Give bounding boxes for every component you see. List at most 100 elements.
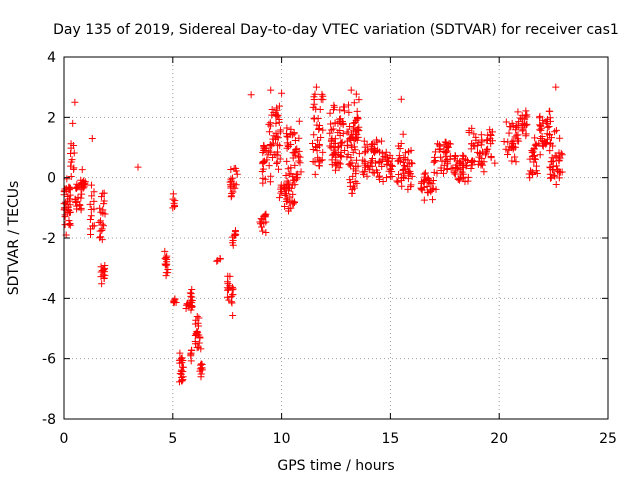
y-tick-label: -6 <box>42 352 56 368</box>
data-point <box>426 179 434 187</box>
data-point <box>260 213 268 221</box>
data-point <box>375 173 383 181</box>
data-point <box>427 188 435 196</box>
data-point <box>361 161 369 169</box>
data-point <box>421 173 429 181</box>
data-point <box>442 152 450 160</box>
data-point <box>331 146 339 154</box>
data-point <box>310 93 318 101</box>
data-point <box>259 227 267 235</box>
data-point <box>375 157 383 165</box>
data-point <box>225 296 233 304</box>
data-point <box>309 140 317 148</box>
data-point <box>290 130 298 138</box>
data-point <box>310 100 318 108</box>
data-point <box>227 175 235 183</box>
data-point <box>399 158 407 166</box>
data-point <box>61 213 69 221</box>
data-point <box>337 139 345 147</box>
data-point <box>460 160 468 168</box>
data-point <box>266 178 274 186</box>
data-point <box>346 176 354 184</box>
data-point <box>176 349 184 357</box>
data-point <box>429 196 437 204</box>
data-point <box>343 128 351 136</box>
data-point <box>477 161 485 169</box>
data-point <box>281 202 289 210</box>
data-point <box>327 126 335 134</box>
data-point <box>441 157 449 165</box>
data-point <box>546 130 554 138</box>
y-tick-label: -4 <box>42 291 56 307</box>
data-point <box>525 170 533 178</box>
data-point <box>500 138 508 145</box>
data-point <box>67 140 75 148</box>
data-point <box>312 83 320 91</box>
data-point <box>359 168 367 176</box>
data-point <box>355 150 363 158</box>
data-point <box>487 132 495 140</box>
data-point <box>522 132 530 140</box>
data-point <box>383 160 391 168</box>
data-point <box>268 153 276 161</box>
data-point <box>360 137 368 145</box>
data-point <box>101 264 109 272</box>
data-point <box>65 183 73 191</box>
data-point <box>275 194 283 202</box>
x-axis-label: GPS time / hours <box>277 458 394 474</box>
data-point <box>555 168 563 176</box>
y-tick-label: 4 <box>47 50 56 66</box>
data-point <box>276 142 284 150</box>
data-point <box>399 130 407 138</box>
data-point <box>382 174 390 182</box>
data-point <box>487 154 495 162</box>
data-point <box>354 126 362 134</box>
data-point <box>260 219 268 227</box>
data-point <box>284 181 292 189</box>
data-point <box>452 163 460 171</box>
data-point <box>508 157 516 165</box>
data-point <box>291 161 299 169</box>
data-point <box>367 146 375 154</box>
data-points <box>60 83 566 386</box>
data-point <box>514 122 522 130</box>
data-point <box>288 131 296 139</box>
data-point <box>70 164 78 172</box>
data-point <box>388 173 396 181</box>
data-point <box>294 152 302 160</box>
data-point <box>419 178 427 186</box>
data-point <box>73 202 81 210</box>
data-point <box>265 128 273 136</box>
data-point <box>273 158 281 166</box>
data-point <box>446 155 454 163</box>
data-point <box>330 106 337 114</box>
data-point <box>345 108 353 116</box>
data-point <box>285 187 293 195</box>
data-point <box>229 285 237 293</box>
data-point <box>328 161 336 169</box>
data-point <box>195 314 203 322</box>
data-point <box>65 220 73 228</box>
data-point <box>429 176 437 184</box>
data-point <box>459 151 467 159</box>
data-point <box>347 154 355 162</box>
data-point <box>77 204 85 212</box>
data-point <box>351 146 359 154</box>
data-point <box>433 169 441 177</box>
data-point <box>468 157 476 165</box>
data-point <box>502 118 510 126</box>
data-point <box>549 142 557 150</box>
data-point <box>95 218 103 226</box>
data-point <box>97 193 105 201</box>
data-point <box>90 197 98 205</box>
data-point <box>440 141 448 149</box>
data-point <box>90 222 98 230</box>
x-tick-label: 25 <box>599 431 617 447</box>
data-point <box>512 158 520 166</box>
data-point <box>268 105 276 113</box>
data-point <box>521 115 529 123</box>
data-point <box>346 122 354 130</box>
data-point <box>96 204 104 212</box>
data-point <box>195 339 203 347</box>
data-point <box>69 119 77 127</box>
